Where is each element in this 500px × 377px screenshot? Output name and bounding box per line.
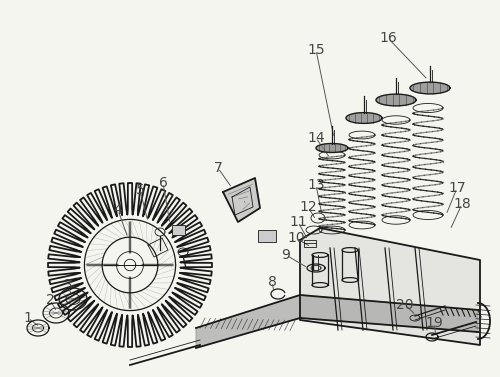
Text: 19: 19 bbox=[425, 316, 443, 330]
Text: 13: 13 bbox=[307, 178, 325, 192]
Text: 2: 2 bbox=[46, 293, 54, 307]
Text: 5: 5 bbox=[136, 183, 144, 197]
Text: 9: 9 bbox=[282, 248, 290, 262]
Bar bbox=[304, 240, 316, 247]
Text: 3: 3 bbox=[64, 278, 72, 292]
Polygon shape bbox=[346, 113, 382, 123]
Text: 15: 15 bbox=[307, 43, 325, 57]
Text: 14: 14 bbox=[307, 131, 325, 145]
Text: 12: 12 bbox=[299, 200, 317, 214]
Text: 4: 4 bbox=[114, 203, 122, 217]
Text: 10: 10 bbox=[287, 231, 305, 245]
Polygon shape bbox=[300, 228, 480, 345]
Text: 7: 7 bbox=[214, 161, 222, 175]
Bar bbox=[172, 225, 185, 235]
Bar bbox=[258, 230, 276, 242]
Text: 17: 17 bbox=[448, 181, 466, 195]
Polygon shape bbox=[223, 178, 260, 222]
Text: 6: 6 bbox=[158, 176, 168, 190]
Text: 1: 1 bbox=[24, 311, 32, 325]
Polygon shape bbox=[196, 295, 478, 348]
Polygon shape bbox=[376, 94, 416, 106]
Polygon shape bbox=[316, 144, 348, 153]
Text: 8: 8 bbox=[268, 275, 276, 289]
Text: 16: 16 bbox=[379, 31, 397, 45]
Text: 20: 20 bbox=[396, 298, 414, 312]
Polygon shape bbox=[410, 82, 450, 94]
Text: 18: 18 bbox=[453, 197, 471, 211]
Text: 11: 11 bbox=[289, 215, 307, 229]
